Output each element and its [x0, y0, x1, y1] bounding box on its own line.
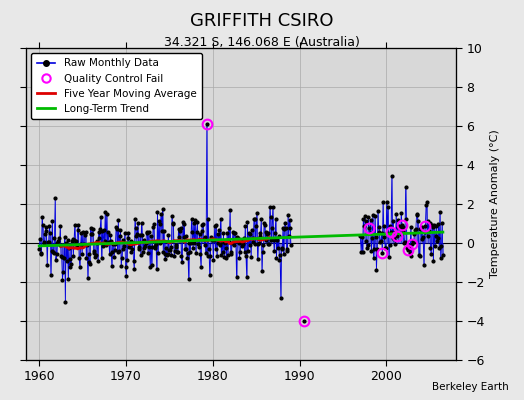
Text: 34.321 S, 146.068 E (Australia): 34.321 S, 146.068 E (Australia) — [164, 36, 360, 49]
Legend: Raw Monthly Data, Quality Control Fail, Five Year Moving Average, Long-Term Tren: Raw Monthly Data, Quality Control Fail, … — [31, 53, 202, 119]
Text: GRIFFITH CSIRO: GRIFFITH CSIRO — [190, 12, 334, 30]
Text: Berkeley Earth: Berkeley Earth — [432, 382, 508, 392]
Y-axis label: Temperature Anomaly (°C): Temperature Anomaly (°C) — [490, 130, 500, 278]
